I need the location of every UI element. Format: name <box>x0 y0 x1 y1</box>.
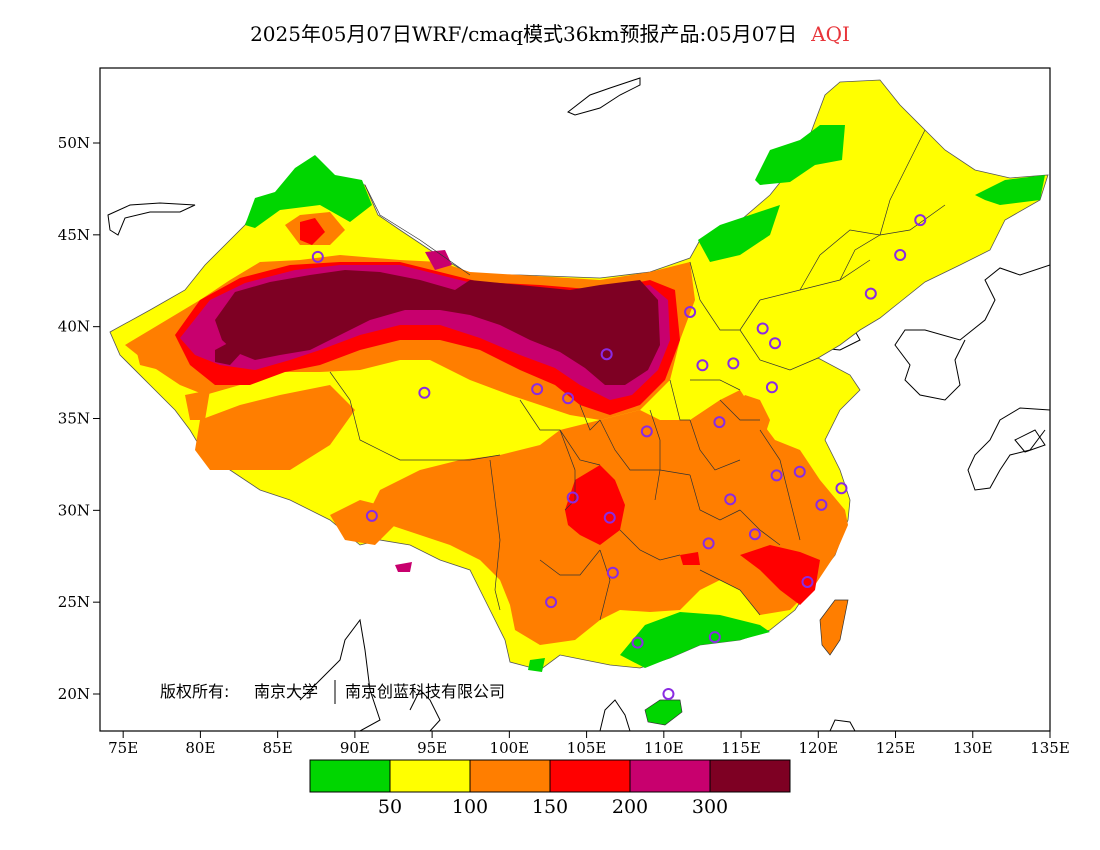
y-tick-label: 35N <box>58 410 90 428</box>
station-marker <box>769 337 782 350</box>
station-marker <box>713 416 726 429</box>
station-marker <box>545 596 558 609</box>
title-main: 2025年05月07日WRF/cmaq模式36km预报产品:05月07日 <box>250 22 798 46</box>
x-axis: 75E 80E 85E 90E 95E 100E 105E 110E 115E 120E 125E 1… <box>108 731 1070 757</box>
station-marker <box>793 465 806 478</box>
legend-label: 150 <box>532 796 568 818</box>
station-marker <box>702 537 715 550</box>
x-tick-label: 85E <box>263 739 293 757</box>
x-tick-label: 80E <box>185 739 215 757</box>
legend-swatch <box>709 759 791 793</box>
station-marker <box>311 250 324 263</box>
station-marker <box>708 631 721 644</box>
map-content <box>107 77 1050 731</box>
y-tick-label: 45N <box>58 226 90 244</box>
y-tick-label: 20N <box>58 685 90 703</box>
y-tick-label: 40N <box>58 318 90 336</box>
x-tick-label: 75E <box>108 739 138 757</box>
x-tick-label: 100E <box>490 739 530 757</box>
province-borders <box>329 129 946 621</box>
station-marker <box>531 383 544 396</box>
station-marker <box>603 511 616 524</box>
legend-label: 200 <box>612 796 648 818</box>
station-marker <box>914 214 927 227</box>
station-marker <box>864 287 877 300</box>
station-marker <box>562 392 575 405</box>
x-tick-label: 120E <box>798 739 838 757</box>
station-marker <box>727 357 740 370</box>
legend-label: 100 <box>452 796 488 818</box>
station-marker <box>801 575 814 588</box>
station-marker <box>835 482 848 495</box>
station-marker <box>684 305 697 318</box>
x-tick-label: 110E <box>644 739 684 757</box>
station-marker <box>756 322 769 335</box>
legend-label: 50 <box>378 796 402 818</box>
monitoring-stations <box>311 214 927 700</box>
station-marker <box>724 493 737 506</box>
copyright: 版权所有: 南京大学 南京创蓝科技有限公司 <box>160 680 505 704</box>
copyright-prefix: 版权所有: <box>160 682 229 701</box>
station-marker <box>418 386 431 399</box>
taiwan-outline <box>819 599 849 656</box>
legend-swatch <box>309 759 391 793</box>
title-pollutant: AQI <box>811 22 850 46</box>
legend-label: 300 <box>692 796 728 818</box>
copyright-org2: 南京创蓝科技有限公司 <box>345 682 505 701</box>
map-frame <box>99 67 1051 732</box>
x-tick-label: 115E <box>721 739 761 757</box>
station-marker <box>662 688 675 700</box>
x-tick-label: 90E <box>340 739 370 757</box>
region-hazardous <box>215 270 660 385</box>
y-tick-label: 30N <box>58 501 90 519</box>
coastlines <box>107 77 1050 731</box>
legend-swatch <box>389 759 471 793</box>
x-tick-label: 105E <box>567 739 607 757</box>
hainan-outline <box>644 699 683 726</box>
x-tick-label: 135E <box>1030 739 1070 757</box>
station-marker <box>365 509 378 522</box>
y-tick-label: 25N <box>58 593 90 611</box>
station-marker <box>600 348 613 361</box>
station-marker <box>566 491 579 504</box>
legend: 50 100 150 200 300 <box>309 759 791 818</box>
station-marker <box>765 381 778 394</box>
station-marker <box>748 528 761 541</box>
region-good <box>245 125 1045 725</box>
x-tick-label: 125E <box>876 739 916 757</box>
y-tick-label: 50N <box>58 134 90 152</box>
station-marker <box>815 498 828 511</box>
x-tick-label: 95E <box>417 739 447 757</box>
map-title: 2025年05月07日WRF/cmaq模式36km预报产品:05月07日 AQI <box>0 18 1100 47</box>
legend-swatch <box>469 759 551 793</box>
station-marker <box>640 425 653 438</box>
copyright-org1: 南京大学 <box>254 682 318 701</box>
station-marker <box>631 636 644 649</box>
x-tick-label: 130E <box>953 739 993 757</box>
y-axis: 50N 45N 40N 35N 30N 25N 20N <box>58 134 100 703</box>
legend-swatch <box>549 759 631 793</box>
station-marker <box>696 359 709 372</box>
legend-swatch <box>629 759 711 793</box>
station-marker <box>894 249 907 262</box>
station-marker <box>770 469 783 482</box>
station-marker <box>606 566 619 579</box>
